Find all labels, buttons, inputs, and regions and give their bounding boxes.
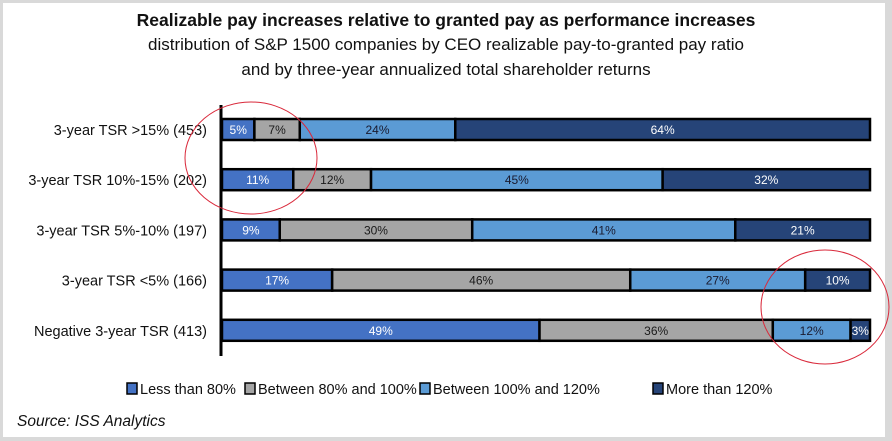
chart-title: Realizable pay increases relative to gra…: [136, 10, 756, 30]
bar-segment: [803, 268, 872, 292]
data-label: 11%: [246, 173, 269, 187]
chart-subtitle-line-2: and by three-year annualized total share…: [241, 60, 651, 79]
data-label: 41%: [592, 223, 616, 237]
data-label: 7%: [268, 123, 286, 137]
data-label: 46%: [469, 274, 493, 288]
data-label: 10%: [826, 274, 850, 288]
source-note: Source: ISS Analytics: [17, 413, 166, 430]
legend-label: Less than 80%: [140, 382, 236, 398]
legend-item: Between 100% and 120%: [419, 382, 600, 398]
data-label: 12%: [800, 324, 824, 338]
legend-label: Between 80% and 100%: [258, 382, 417, 398]
data-label: 36%: [644, 324, 668, 338]
legend-swatch: [244, 382, 256, 395]
legend-swatch: [126, 382, 138, 395]
data-label: 3%: [852, 324, 870, 338]
data-label: 45%: [505, 173, 529, 187]
chart-subtitle-line-1: distribution of S&P 1500 companies by CE…: [148, 35, 744, 54]
category-label: 3-year TSR 5%-10% (197): [36, 223, 207, 239]
bars: 5% 7% 24% 64% 11% 12% 45% 32% 9% 30% 41% 21% 17% 46% 2…: [220, 117, 872, 343]
category-label: 3-year TSR <5% (166): [62, 274, 207, 290]
legend: Less than 80% Between 80% and 100% Between…: [126, 382, 773, 398]
legend-label: Between 100% and 120%: [433, 382, 600, 398]
bar-segment: [734, 218, 872, 242]
category-labels: 3-year TSR >15% (453) 3-year TSR 10%-15% …: [28, 123, 207, 340]
data-label: 30%: [364, 223, 388, 237]
bar-segment: [849, 318, 872, 343]
data-label: 49%: [369, 324, 393, 338]
annotations: [184, 101, 890, 365]
bar-segment: [454, 117, 872, 142]
legend-swatch: [419, 382, 431, 395]
bar-segment: [661, 167, 872, 192]
data-label: 12%: [320, 173, 344, 187]
data-label: 21%: [791, 223, 815, 237]
category-label: 3-year TSR >15% (453): [54, 123, 207, 139]
category-label: 3-year TSR 10%-15% (202): [28, 173, 207, 189]
data-label: 17%: [265, 274, 289, 288]
annotation-circle: [184, 101, 318, 215]
category-label: Negative 3-year TSR (413): [34, 324, 207, 340]
data-label: 32%: [754, 173, 778, 187]
legend-item: Between 80% and 100%: [244, 382, 417, 398]
annotation-circle: [760, 249, 890, 365]
data-label: 27%: [706, 274, 730, 288]
data-label: 5%: [230, 123, 248, 137]
data-label: 64%: [651, 123, 675, 137]
legend-item: More than 120%: [652, 382, 773, 398]
legend-item: Less than 80%: [126, 382, 236, 398]
data-label: 24%: [366, 123, 390, 137]
data-label: 9%: [242, 223, 260, 237]
legend-swatch: [652, 382, 664, 395]
legend-label: More than 120%: [666, 382, 773, 398]
